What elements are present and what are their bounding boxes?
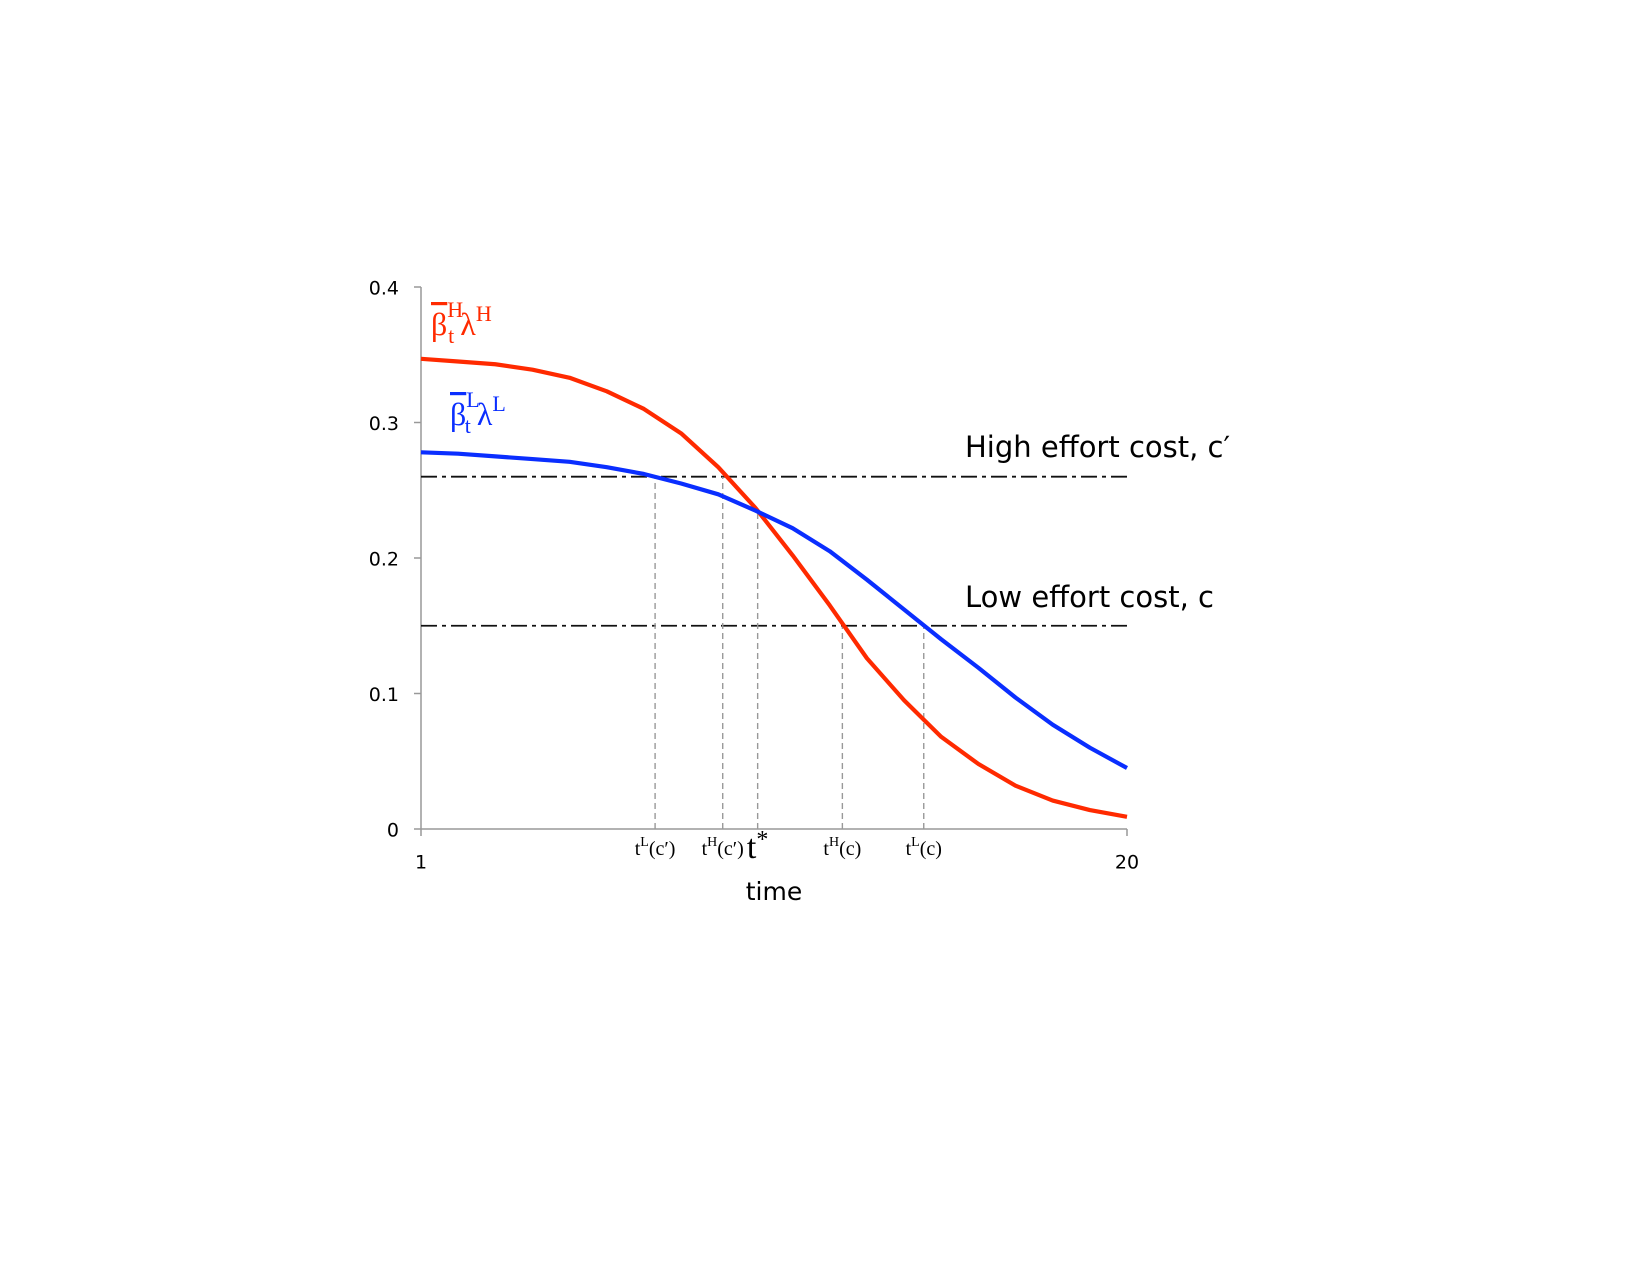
marker-label: t* xyxy=(747,827,768,866)
marker-tail: (c′) xyxy=(649,838,676,860)
label-factor: λ xyxy=(460,306,476,342)
marker-tail: (c′) xyxy=(717,838,744,860)
marker-sup: L xyxy=(640,835,649,850)
cost-label: Low effort cost, c xyxy=(965,580,1214,614)
marker-sup: H xyxy=(707,835,717,850)
marker-base: t xyxy=(747,829,757,866)
marker-base: t xyxy=(823,838,829,860)
x-tick-label: 1 xyxy=(415,852,427,874)
marker-sup: H xyxy=(829,835,839,850)
series-label: βH t λH xyxy=(431,297,492,348)
label-factor-sup: L xyxy=(492,391,505,416)
label-sub: t xyxy=(465,413,471,438)
marker-sup: L xyxy=(911,835,920,850)
y-tick-label: 0.1 xyxy=(369,684,399,706)
label-symbol: β xyxy=(450,396,466,432)
y-tick-label: 0 xyxy=(387,820,399,842)
marker-base: t xyxy=(635,838,641,860)
x-tick-label: 20 xyxy=(1115,852,1139,874)
cost-label: High effort cost, c′ xyxy=(965,430,1230,464)
x-axis-label: time xyxy=(746,877,802,906)
label-factor-sup: H xyxy=(476,301,492,326)
series-line xyxy=(420,450,1129,770)
label-sup: H xyxy=(447,297,463,322)
y-tick-label: 0.2 xyxy=(369,549,399,571)
marker-label: tL(c) xyxy=(906,835,942,859)
marker-base: t xyxy=(906,838,912,860)
series-label: βL t λL xyxy=(450,387,506,438)
label-symbol: β xyxy=(431,306,447,342)
marker-label: tH(c) xyxy=(823,835,861,859)
marker-sup: * xyxy=(756,827,768,853)
y-tick-label: 0.3 xyxy=(369,413,399,435)
marker-base: t xyxy=(702,838,708,860)
marker-tail: (c) xyxy=(839,838,861,860)
label-sup: L xyxy=(466,387,479,412)
marker-label: tH(c′) xyxy=(702,835,744,859)
marker-label: tL(c′) xyxy=(635,835,676,859)
y-tick-label: 0.4 xyxy=(369,278,399,300)
marker-tail: (c) xyxy=(920,838,942,860)
label-factor: λ xyxy=(477,396,493,432)
series-line xyxy=(420,356,1128,819)
label-sub: t xyxy=(448,323,454,348)
